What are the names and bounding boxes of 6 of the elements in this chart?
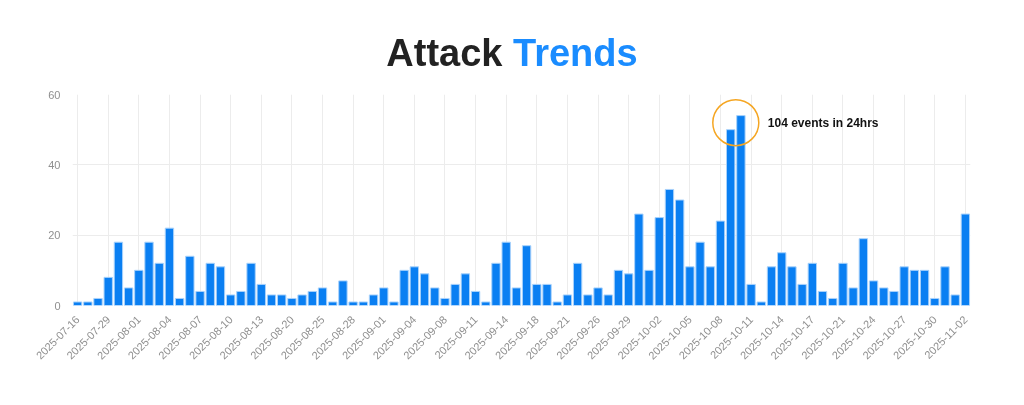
chart-title: Attack Trends [386,32,638,74]
y-tick-label: 0 [54,299,61,312]
y-tick-label: 20 [48,229,61,242]
y-tick-label: 60 [48,88,61,101]
annotation: 104 events in 24hrs [767,115,879,130]
y-tick-label: 40 [48,158,61,171]
